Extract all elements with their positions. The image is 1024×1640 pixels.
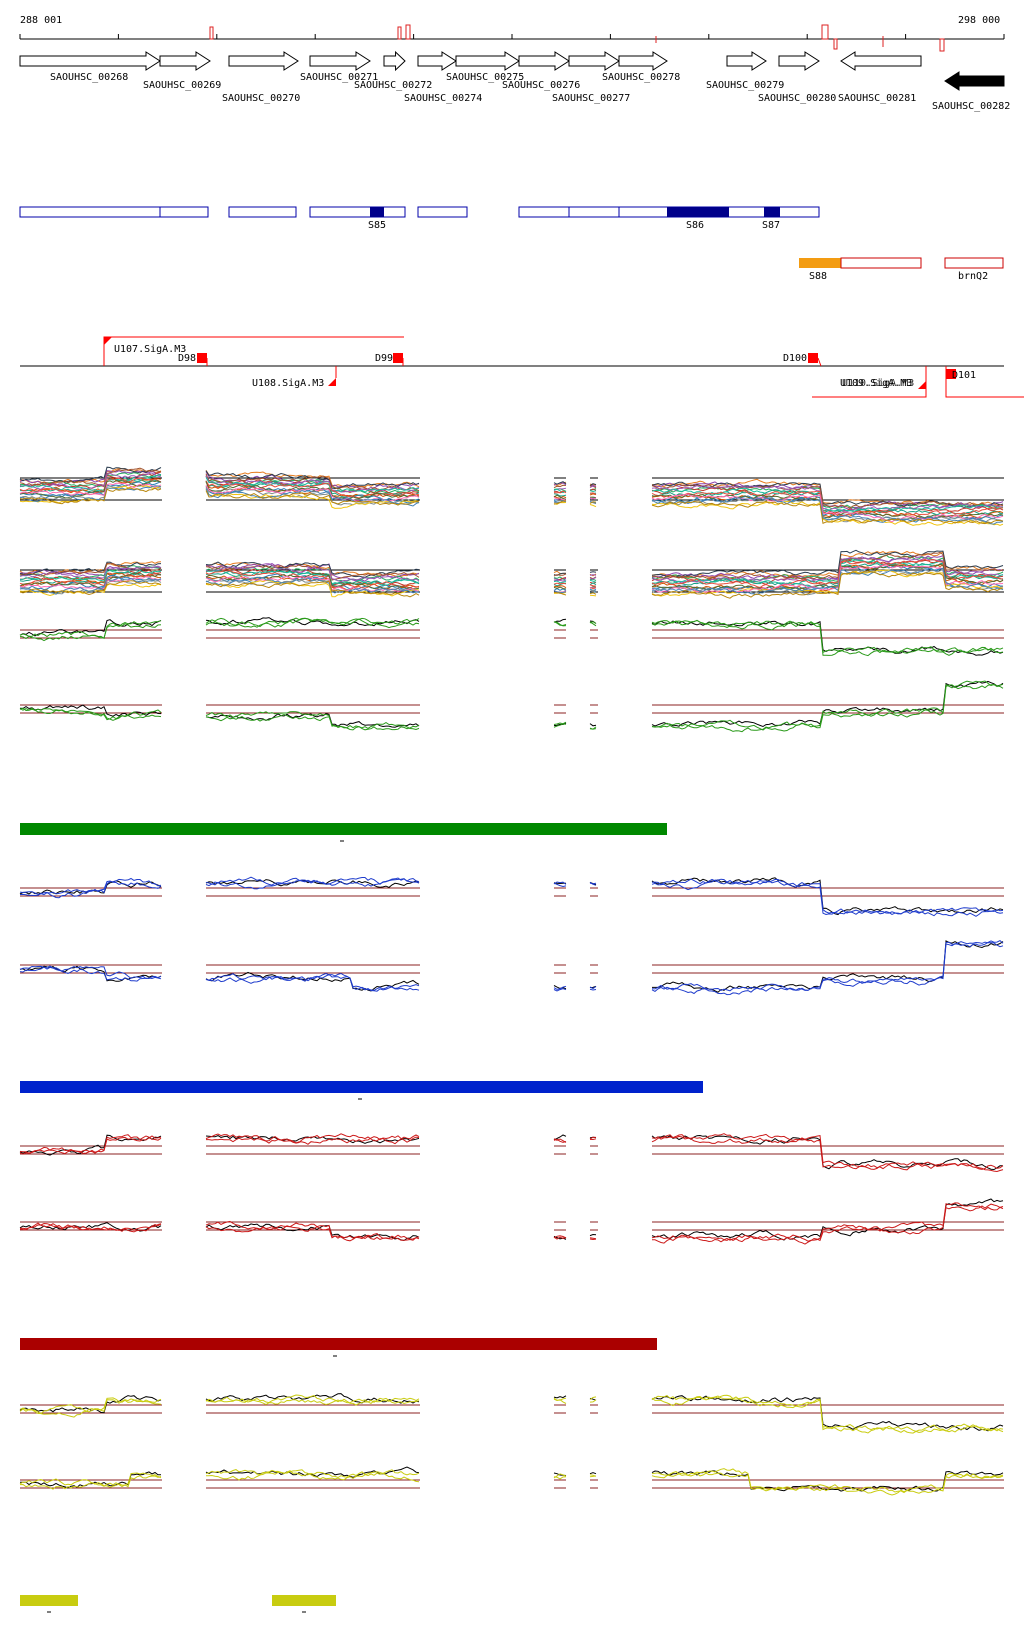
gene-label: SAOUHSC_00279: [706, 80, 784, 91]
brnq2-box-left[interactable]: [840, 257, 922, 269]
gene-saouhsc_00279[interactable]: SAOUHSC_00279: [706, 51, 784, 91]
gene-saouhsc_00280[interactable]: SAOUHSC_00280: [758, 51, 836, 104]
condition-bar-green: [20, 823, 667, 835]
ruler-start-label: 288 001: [20, 15, 62, 26]
gene-saouhsc_00269[interactable]: SAOUHSC_00269: [143, 51, 221, 91]
gene-saouhsc_00275[interactable]: SAOUHSC_00275: [446, 51, 524, 83]
gene-annotation-track: SAOUHSC_00268SAOUHSC_00269SAOUHSC_00270S…: [19, 50, 1010, 112]
gene-label: SAOUHSC_00281: [838, 93, 916, 104]
gene-label: SAOUHSC_00276: [502, 80, 580, 91]
ruler-end-label: 298 000: [958, 15, 1000, 26]
yellow-profile-track-2: [19, 1466, 1004, 1496]
condition-bar-yellow-1: [20, 1595, 78, 1606]
green-profile-track-2: [19, 680, 1004, 733]
promoter-label-u109: U109.SigA.M3: [840, 378, 912, 389]
terminator-label-d99: D99: [375, 353, 393, 364]
gene-saouhsc_00277[interactable]: SAOUHSC_00277: [552, 51, 630, 104]
segment-block-s88[interactable]: [799, 258, 841, 268]
gene-label: SAOUHSC_00271: [300, 72, 378, 83]
yellow-profile-track-1: [19, 1393, 1004, 1434]
gene-saouhsc_00281[interactable]: SAOUHSC_00281: [838, 51, 922, 104]
overview-expression-track: [19, 549, 1004, 599]
segment-block-s87[interactable]: [764, 207, 780, 217]
blue-profile-track-2: [19, 940, 1004, 996]
promoter-track: U107.SigA.M3 U108.SigA.M3 U109.SigA.M3 U…: [20, 336, 1024, 398]
condition-bars: [20, 823, 703, 1613]
gene-saouhsc_00274[interactable]: SAOUHSC_00274: [404, 51, 482, 104]
condition-bar-red: [20, 1338, 657, 1350]
blue-profile-track-1: [19, 876, 1004, 917]
overview-expression-track: [19, 466, 1004, 526]
condition-bar-yellow-2: [272, 1595, 336, 1606]
gene-saouhsc_00276[interactable]: SAOUHSC_00276: [502, 51, 580, 91]
gene-saouhsc_00272[interactable]: SAOUHSC_00272: [354, 50, 432, 91]
promoter-label-u107: U107.SigA.M3: [114, 344, 186, 355]
terminator-label-d101: D101: [952, 370, 976, 381]
gene-label: SAOUHSC_00268: [50, 72, 128, 83]
segment-label-s87: S87: [762, 220, 780, 231]
gene-label: SAOUHSC_00269: [143, 80, 221, 91]
segment-label-s86: S86: [686, 220, 704, 231]
gene-saouhsc_00282[interactable]: SAOUHSC_00282: [932, 71, 1010, 112]
segment-label-s88: S88: [809, 271, 827, 282]
ruler-ticks: [19, 34, 1005, 39]
gene-label: SAOUHSC_00272: [354, 80, 432, 91]
gene-label: SAOUHSC_00280: [758, 93, 836, 104]
brnq2-box-right[interactable]: [944, 257, 1004, 269]
gene-label: SAOUHSC_00277: [552, 93, 630, 104]
gene-saouhsc_00278[interactable]: SAOUHSC_00278: [602, 51, 680, 83]
coordinate-ruler: 288 001 298 000: [19, 15, 1005, 40]
gene-label: SAOUHSC_00275: [446, 72, 524, 83]
terminator-label-d100: D100: [783, 353, 807, 364]
gene-saouhsc_00270[interactable]: SAOUHSC_00270: [222, 51, 300, 104]
segment-block-s85[interactable]: [370, 207, 384, 217]
expression-profiles: [19, 466, 1004, 1496]
segment-track: S85 S86 S87 S88 brnQ2: [19, 206, 1004, 282]
red-profile-track-2: [19, 1198, 1004, 1245]
red-profile-track-1: [19, 1133, 1004, 1173]
segment-block-s86[interactable]: [667, 207, 729, 217]
gene-label: SAOUHSC_00270: [222, 93, 300, 104]
promoter-label-u108: U108.SigA.M3: [252, 378, 324, 389]
gene-label: SAOUHSC_00278: [602, 72, 680, 83]
gene-saouhsc_00271[interactable]: SAOUHSC_00271: [300, 51, 378, 83]
condition-bar-blue: [20, 1081, 703, 1093]
green-profile-track-1: [19, 617, 1004, 657]
segment-label-brnq2: brnQ2: [958, 271, 988, 282]
gene-label: SAOUHSC_00274: [404, 93, 482, 104]
terminator-label-d98: D98: [178, 353, 196, 364]
gene-label: SAOUHSC_00282: [932, 101, 1010, 112]
gene-saouhsc_00268[interactable]: SAOUHSC_00268: [19, 51, 161, 83]
ruler-markers: [209, 24, 945, 52]
segment-label-s85: S85: [368, 220, 386, 231]
promoter-label-u110: U110.SigA.M3: [842, 378, 914, 389]
